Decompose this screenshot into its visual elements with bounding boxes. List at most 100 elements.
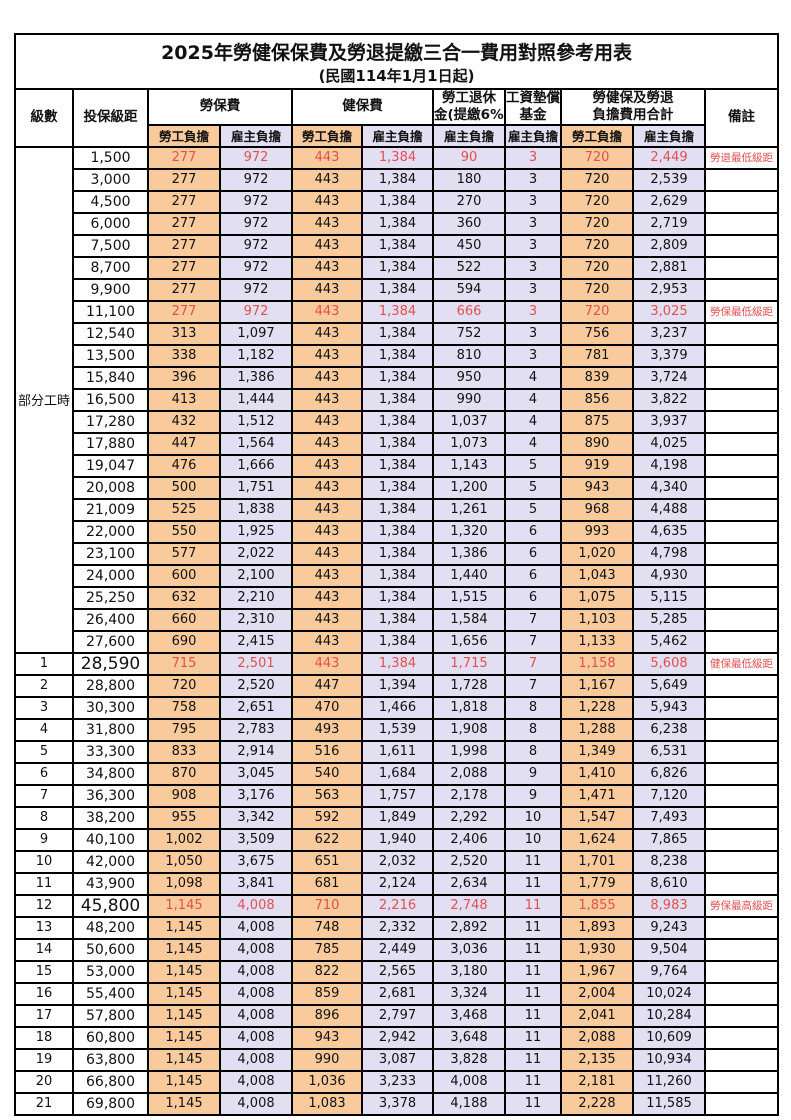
table-row: 8 38,200 955 3,342 592 1,849 2,292 10 1,547 7,493 bbox=[14, 805, 780, 830]
cell-health-employer: 1,384 bbox=[361, 189, 434, 214]
cell-pension-employer: 2,634 bbox=[432, 871, 506, 896]
cell-wagefund-employer: 8 bbox=[504, 739, 562, 764]
cell-remark bbox=[703, 1025, 780, 1050]
cell-bracket: 15,840 bbox=[72, 365, 149, 390]
cell-total-employer: 4,488 bbox=[632, 497, 706, 522]
cell-bracket: 24,000 bbox=[72, 563, 149, 588]
cell-wagefund-employer: 11 bbox=[504, 915, 562, 940]
cell-labor-employee: 720 bbox=[147, 673, 221, 698]
cell-health-employee: 540 bbox=[291, 761, 363, 786]
cell-wagefund-employer: 9 bbox=[504, 783, 562, 808]
cell-remark bbox=[703, 981, 780, 1006]
table-row: 16 55,400 1,145 4,008 859 2,681 3,324 11 2,004 10… bbox=[14, 981, 780, 1006]
cell-total-employer: 9,504 bbox=[632, 937, 706, 962]
cell-health-employer: 2,124 bbox=[361, 871, 434, 896]
cell-labor-employer: 4,008 bbox=[219, 1025, 293, 1050]
cell-health-employee: 443 bbox=[291, 475, 363, 500]
cell-health-employee: 443 bbox=[291, 189, 363, 214]
cell-total-employee: 919 bbox=[560, 453, 634, 478]
cell-pension-employer: 360 bbox=[432, 211, 506, 236]
cell-total-employee: 1,893 bbox=[560, 915, 634, 940]
cell-wagefund-employer: 6 bbox=[504, 585, 562, 610]
cell-pension-employer: 2,292 bbox=[432, 805, 506, 830]
cell-bracket: 55,400 bbox=[72, 981, 149, 1006]
cell-bracket: 40,100 bbox=[72, 827, 149, 852]
cell-total-employer: 11,585 bbox=[632, 1091, 706, 1116]
cell-wagefund-employer: 5 bbox=[504, 475, 562, 500]
cell-wagefund-employer: 3 bbox=[504, 255, 562, 280]
total-header-line2: 負擔費用合計 bbox=[592, 106, 674, 123]
cell-bracket: 17,880 bbox=[72, 431, 149, 456]
cell-bracket: 8,700 bbox=[72, 255, 149, 280]
cell-health-employer: 1,384 bbox=[361, 211, 434, 236]
cell-labor-employer: 2,651 bbox=[219, 695, 293, 720]
cell-pension-employer: 2,406 bbox=[432, 827, 506, 852]
cell-health-employer: 1,384 bbox=[361, 497, 434, 522]
cell-total-employer: 4,025 bbox=[632, 431, 706, 456]
cell-remark bbox=[703, 937, 780, 962]
cell-labor-employer: 4,008 bbox=[219, 1091, 293, 1116]
cell-health-employer: 1,684 bbox=[361, 761, 434, 786]
cell-health-employer: 1,384 bbox=[361, 387, 434, 412]
cell-wagefund-employer: 3 bbox=[504, 211, 562, 236]
cell-health-employee: 443 bbox=[291, 409, 363, 434]
cell-labor-employer: 4,008 bbox=[219, 915, 293, 940]
cell-health-employer: 1,940 bbox=[361, 827, 434, 852]
cell-total-employer: 5,608 bbox=[632, 651, 706, 676]
cell-health-employee: 943 bbox=[291, 1025, 363, 1050]
cell-bracket: 7,500 bbox=[72, 233, 149, 258]
cell-bracket: 4,500 bbox=[72, 189, 149, 214]
cell-remark: 健保最低級距 bbox=[703, 651, 780, 676]
cell-level: 15 bbox=[14, 959, 74, 984]
cell-health-employer: 1,384 bbox=[361, 585, 434, 610]
cell-pension-employer: 810 bbox=[432, 343, 506, 368]
cell-pension-employer: 1,715 bbox=[432, 651, 506, 676]
cell-level: 11 bbox=[14, 871, 74, 896]
cell-bracket: 43,900 bbox=[72, 871, 149, 896]
cell-health-employee: 447 bbox=[291, 673, 363, 698]
cell-total-employee: 2,135 bbox=[560, 1047, 634, 1072]
cell-health-employee: 443 bbox=[291, 145, 363, 170]
cell-pension-employer: 1,656 bbox=[432, 629, 506, 654]
cell-bracket: 28,590 bbox=[72, 651, 149, 676]
cell-wagefund-employer: 7 bbox=[504, 651, 562, 676]
cell-wagefund-employer: 11 bbox=[504, 937, 562, 962]
cell-pension-employer: 2,520 bbox=[432, 849, 506, 874]
cell-health-employee: 651 bbox=[291, 849, 363, 874]
cell-wagefund-employer: 11 bbox=[504, 1025, 562, 1050]
cell-level: 12 bbox=[14, 893, 74, 918]
cell-health-employee: 443 bbox=[291, 255, 363, 280]
cell-wagefund-employer: 4 bbox=[504, 365, 562, 390]
header-row-groups: 級數 投保級距 勞保費 健保費 勞工退休 金(提繳6%) 工資墊償 基金 勞健保… bbox=[14, 88, 780, 148]
cell-level: 20 bbox=[14, 1069, 74, 1094]
cell-total-employer: 3,025 bbox=[632, 299, 706, 324]
cell-bracket: 42,000 bbox=[72, 849, 149, 874]
cell-labor-employee: 277 bbox=[147, 277, 221, 302]
cell-labor-employee: 1,145 bbox=[147, 1069, 221, 1094]
table-row: 18 60,800 1,145 4,008 943 2,942 3,648 11 2,088 10… bbox=[14, 1025, 780, 1050]
cell-level: 7 bbox=[14, 783, 74, 808]
cell-bracket: 53,000 bbox=[72, 959, 149, 984]
cell-remark bbox=[703, 277, 780, 302]
cell-health-employee: 443 bbox=[291, 299, 363, 324]
cell-total-employee: 1,075 bbox=[560, 585, 634, 610]
cell-pension-employer: 2,892 bbox=[432, 915, 506, 940]
cell-bracket: 36,300 bbox=[72, 783, 149, 808]
cell-health-employee: 443 bbox=[291, 343, 363, 368]
cell-labor-employer: 1,666 bbox=[219, 453, 293, 478]
cell-wagefund-employer: 11 bbox=[504, 981, 562, 1006]
cell-bracket: 57,800 bbox=[72, 1003, 149, 1028]
cell-labor-employer: 1,097 bbox=[219, 321, 293, 346]
cell-total-employer: 6,238 bbox=[632, 717, 706, 742]
cell-pension-employer: 3,180 bbox=[432, 959, 506, 984]
cell-remark bbox=[703, 783, 780, 808]
table-row: 8,700 277 972 443 1,384 522 3 720 2,881 bbox=[15, 255, 780, 280]
cell-pension-employer: 666 bbox=[432, 299, 506, 324]
cell-bracket: 12,540 bbox=[72, 321, 149, 346]
cell-labor-employee: 1,098 bbox=[147, 871, 221, 896]
cell-health-employee: 785 bbox=[291, 937, 363, 962]
cell-pension-employer: 2,178 bbox=[432, 783, 506, 808]
table-row: 17,280 432 1,512 443 1,384 1,037 4 875 3,937 bbox=[15, 409, 780, 434]
cell-remark bbox=[703, 497, 780, 522]
